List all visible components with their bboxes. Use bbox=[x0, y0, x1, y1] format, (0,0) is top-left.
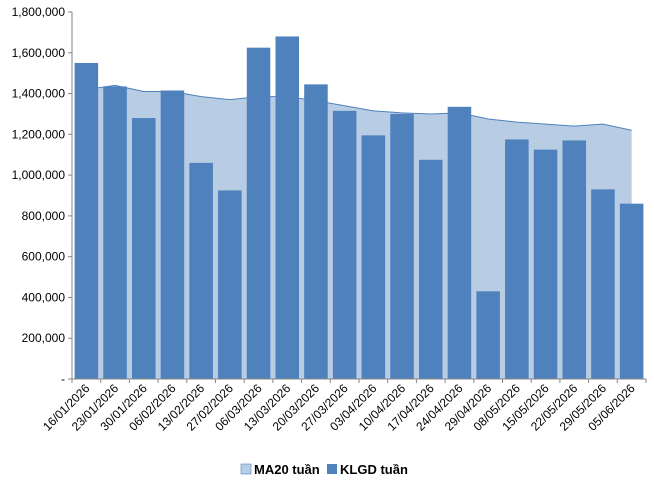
y-tick-label: 800,000 bbox=[22, 209, 66, 223]
legend: MA20 tuần KLGD tuần bbox=[240, 462, 408, 477]
legend-label-ma20: MA20 tuần bbox=[254, 462, 320, 477]
bar-klgd bbox=[619, 203, 644, 379]
y-tick-label: 400,000 bbox=[22, 290, 66, 304]
y-tick-label: 1,600,000 bbox=[12, 46, 66, 60]
y-tick-label: - bbox=[61, 372, 65, 386]
bar-klgd bbox=[160, 90, 185, 379]
bar-klgd bbox=[591, 189, 615, 379]
bar-klgd bbox=[131, 118, 156, 380]
y-tick-label: 1,200,000 bbox=[12, 127, 66, 141]
legend-label-klgd: KLGD tuần bbox=[340, 462, 408, 477]
bar-klgd bbox=[189, 162, 213, 379]
bar-klgd bbox=[304, 84, 328, 379]
bar-klgd bbox=[275, 36, 300, 379]
y-tick-label: 1,800,000 bbox=[12, 5, 66, 19]
bar-klgd bbox=[418, 159, 443, 379]
bar-klgd bbox=[246, 47, 271, 380]
y-tick-label: 1,400,000 bbox=[12, 87, 66, 101]
bar-klgd bbox=[361, 135, 386, 379]
bar-klgd bbox=[505, 139, 529, 379]
y-tick-label: 600,000 bbox=[22, 250, 66, 264]
bar-klgd bbox=[332, 110, 357, 379]
legend-swatch-klgd bbox=[327, 464, 337, 474]
bar-klgd bbox=[103, 86, 127, 380]
bar-klgd bbox=[533, 149, 558, 379]
y-tick-label: 1,000,000 bbox=[12, 168, 66, 182]
bar-layer bbox=[74, 36, 644, 380]
legend-swatch-ma20 bbox=[240, 463, 252, 475]
bar-klgd bbox=[476, 291, 500, 379]
bar-klgd bbox=[390, 113, 414, 379]
y-tick-label: 200,000 bbox=[22, 331, 66, 345]
bar-klgd bbox=[218, 190, 242, 379]
bar-klgd bbox=[74, 62, 99, 379]
bar-klgd bbox=[562, 140, 587, 379]
bar-klgd bbox=[447, 106, 472, 379]
